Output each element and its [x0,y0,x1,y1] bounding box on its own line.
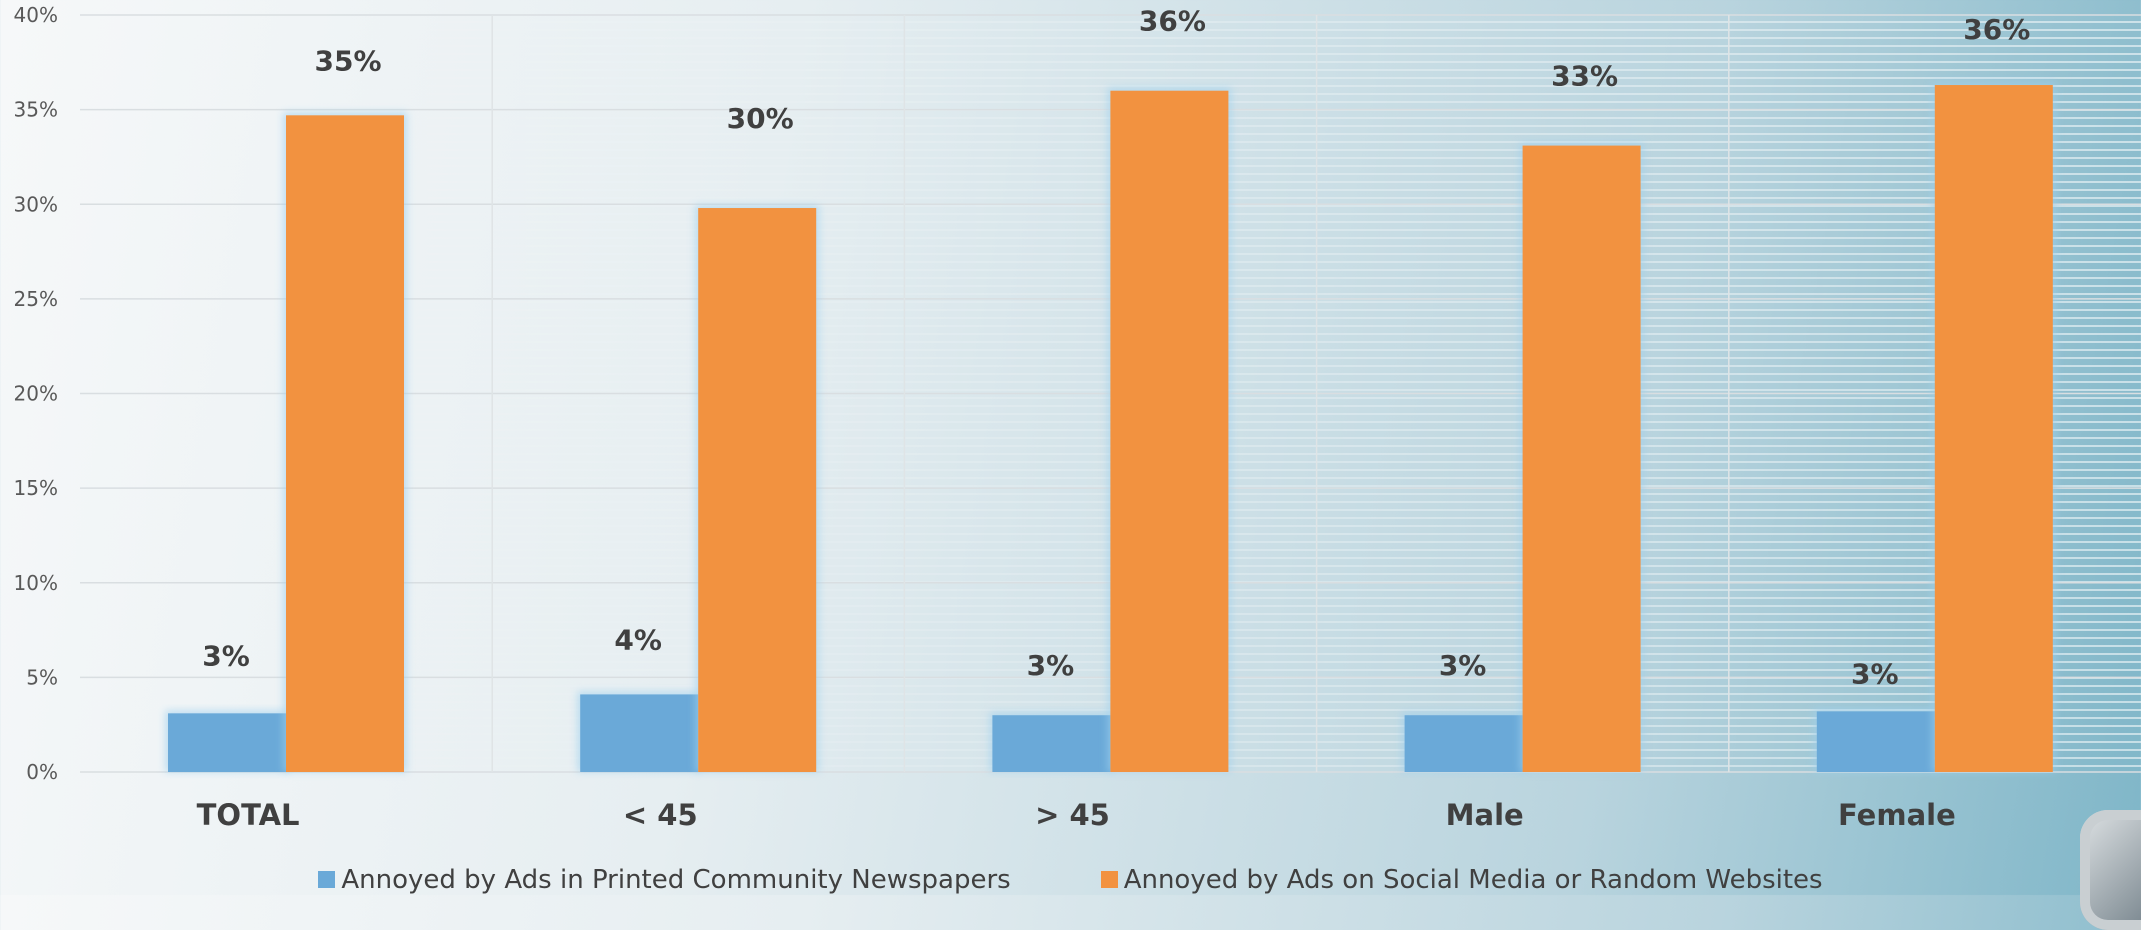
data-label: 30% [727,102,794,135]
y-axis: 0% 5% 10% 15% 20% 25% 30% 35% 40% [14,3,58,784]
x-category-label: Female [1838,798,1956,832]
bar-chart: 0% 5% 10% 15% 20% 25% 30% 35% 40% TOTAL < 45 > 45 M… [14,3,2141,832]
data-label: 33% [1551,60,1618,93]
bar [1816,711,1935,772]
data-label: 3% [202,639,250,672]
legend-item-printed: Annoyed by Ads in Printed Community News… [318,864,1011,895]
data-label: 35% [314,44,381,77]
data-label: 3% [1851,657,1899,690]
x-category-label: Male [1446,798,1524,832]
y-tick-label: 15% [14,476,58,500]
bar [1934,85,2053,772]
data-label: 36% [1963,13,2030,46]
legend-swatch-social [1100,871,1118,888]
legend-item-social: Annoyed by Ads on Social Media or Random… [1100,864,1823,895]
bar [1404,715,1523,772]
bar [992,715,1111,772]
legend-label-printed: Annoyed by Ads in Printed Community News… [341,864,1011,895]
bar [286,115,404,773]
corner-decoration [2080,810,2141,930]
y-tick-label: 40% [14,3,58,27]
bar [1522,145,1641,772]
x-axis: TOTAL < 45 > 45 Male Female [197,798,1956,832]
bar [580,694,699,772]
y-tick-label: 35% [14,98,58,122]
x-category-label: < 45 [623,798,698,832]
y-tick-label: 0% [26,760,58,784]
x-category-label: TOTAL [197,798,300,832]
y-tick-label: 20% [14,382,58,406]
data-label: 4% [614,623,662,656]
y-tick-label: 10% [14,571,58,595]
y-tick-label: 25% [14,287,58,311]
bar [168,713,286,772]
bar [1110,90,1229,772]
legend-label-social: Annoyed by Ads on Social Media or Random… [1123,864,1823,895]
data-label: 36% [1139,5,1206,38]
y-tick-label: 5% [26,665,58,689]
data-label: 3% [1027,649,1075,682]
x-category-label: > 45 [1035,798,1110,832]
bars [165,82,2056,773]
legend-swatch-printed [318,871,336,888]
legend: Annoyed by Ads in Printed Community News… [0,864,2141,895]
data-label: 3% [1439,649,1487,682]
data-labels: 3% 35% 4% 30% 3% 36% 3% 33% 3% 36% [202,5,2030,691]
bar [698,208,817,772]
y-tick-label: 30% [14,192,58,216]
